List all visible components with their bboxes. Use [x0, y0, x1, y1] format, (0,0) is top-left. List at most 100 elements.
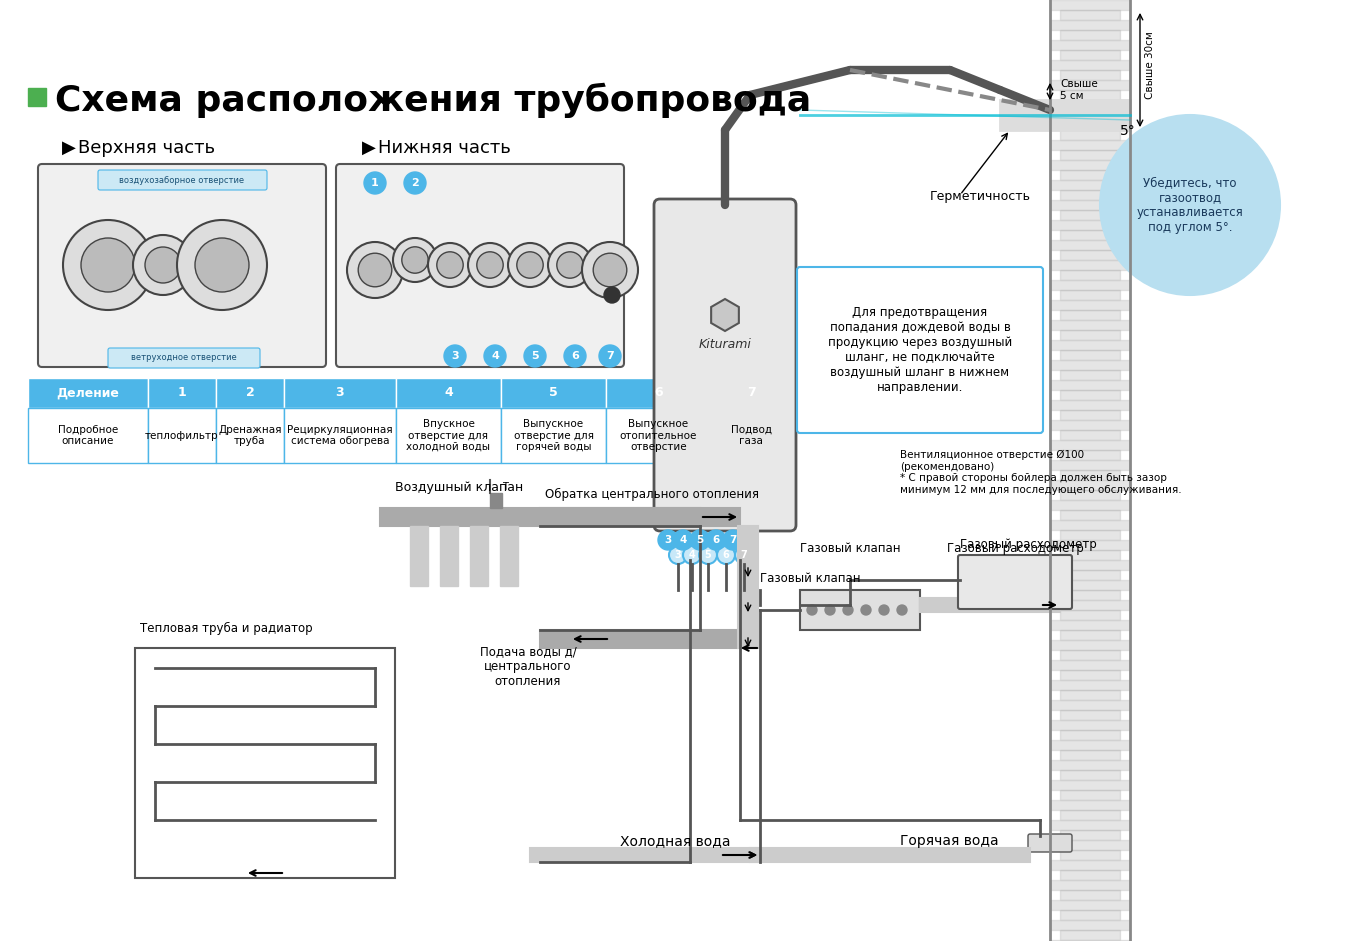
FancyBboxPatch shape — [336, 164, 625, 367]
Polygon shape — [711, 299, 739, 331]
Bar — [285, 378, 397, 408]
Circle shape — [599, 345, 621, 367]
Bar — [800, 590, 920, 630]
Circle shape — [718, 546, 735, 564]
Bar — [1060, 270, 1120, 280]
Text: 4: 4 — [491, 351, 499, 361]
Text: 2: 2 — [411, 178, 420, 188]
Bar — [530, 848, 759, 862]
Bar — [1050, 60, 1130, 70]
Text: 7: 7 — [730, 535, 737, 545]
Text: Схема расположения трубопровода: Схема расположения трубопровода — [55, 83, 811, 118]
Bar — [1050, 240, 1130, 250]
Circle shape — [699, 546, 718, 564]
Circle shape — [594, 253, 627, 287]
Circle shape — [1099, 115, 1280, 295]
Bar — [216, 408, 285, 463]
Text: Выпускное
отверстие для
горячей воды: Выпускное отверстие для горячей воды — [514, 419, 594, 452]
Bar — [500, 408, 606, 463]
Bar — [410, 526, 428, 586]
Circle shape — [658, 530, 679, 550]
Bar — [1050, 100, 1130, 110]
Text: 5: 5 — [532, 351, 538, 361]
Bar — [1050, 780, 1130, 790]
Circle shape — [63, 220, 152, 310]
Bar — [540, 630, 741, 648]
Bar — [1060, 730, 1120, 740]
Bar — [1050, 840, 1130, 850]
Bar — [1050, 820, 1130, 830]
Bar — [1050, 920, 1130, 930]
Bar — [1050, 180, 1130, 190]
Text: 1: 1 — [371, 178, 379, 188]
Circle shape — [484, 345, 506, 367]
FancyBboxPatch shape — [797, 267, 1043, 433]
Bar — [1050, 260, 1130, 270]
Text: Деление: Деление — [57, 387, 120, 400]
Bar — [1060, 150, 1120, 160]
Bar — [1050, 480, 1130, 490]
Bar — [1050, 720, 1130, 730]
Bar — [1050, 880, 1130, 890]
Bar — [440, 526, 459, 586]
Bar — [1060, 610, 1120, 620]
Bar — [1060, 50, 1120, 60]
Bar — [490, 493, 502, 508]
Circle shape — [509, 243, 552, 287]
Bar — [500, 378, 606, 408]
Bar — [1050, 700, 1130, 710]
Bar — [1060, 530, 1120, 540]
Circle shape — [581, 242, 638, 298]
Text: Подвод
газа: Подвод газа — [731, 424, 772, 446]
Bar — [1060, 870, 1120, 880]
Bar — [1050, 440, 1130, 450]
Text: Свыше
5 см: Свыше 5 см — [1060, 79, 1098, 101]
Circle shape — [604, 287, 621, 303]
Bar — [1050, 200, 1130, 210]
Bar — [750, 848, 1031, 862]
Text: Верхняя часть: Верхняя часть — [78, 139, 214, 157]
Bar — [1060, 430, 1120, 440]
Bar — [1050, 540, 1130, 550]
Bar — [1050, 860, 1130, 870]
Bar — [1060, 710, 1120, 720]
Circle shape — [403, 172, 426, 194]
Circle shape — [706, 530, 726, 550]
FancyBboxPatch shape — [1028, 834, 1072, 852]
Bar — [397, 408, 500, 463]
Circle shape — [393, 238, 437, 282]
Text: теплофильтр: теплофильтр — [146, 430, 219, 440]
Bar — [1060, 570, 1120, 580]
Text: 6: 6 — [571, 351, 579, 361]
Bar — [1050, 560, 1130, 570]
Bar — [1060, 490, 1120, 500]
Text: 4: 4 — [680, 535, 687, 545]
Bar — [1060, 370, 1120, 380]
Bar — [1050, 760, 1130, 770]
Bar — [1060, 350, 1120, 360]
Bar — [397, 378, 500, 408]
Bar — [1050, 80, 1130, 90]
Text: Газовый расходометр: Газовый расходометр — [960, 538, 1097, 551]
Circle shape — [826, 605, 835, 615]
Bar — [1060, 930, 1120, 940]
Bar — [1050, 620, 1130, 630]
Circle shape — [735, 546, 753, 564]
Text: Газовый расходометр: Газовый расходометр — [947, 542, 1083, 555]
Bar — [1060, 630, 1120, 640]
Text: 4: 4 — [688, 550, 695, 560]
Bar — [1050, 420, 1130, 430]
Bar — [1060, 190, 1120, 200]
Text: Убедитесь, что
газоотвод
устанавливается
под углом 5°.: Убедитесь, что газоотвод устанавливается… — [1137, 176, 1244, 234]
Circle shape — [843, 605, 853, 615]
Text: 3: 3 — [336, 387, 344, 400]
Bar — [1060, 130, 1120, 140]
Circle shape — [669, 546, 687, 564]
Circle shape — [359, 253, 391, 287]
Text: Воздушный клапан: Воздушный клапан — [395, 481, 523, 493]
Bar — [28, 378, 148, 408]
Bar — [1050, 460, 1130, 470]
Bar — [148, 378, 216, 408]
Bar — [1060, 790, 1120, 800]
Bar — [1060, 110, 1120, 120]
